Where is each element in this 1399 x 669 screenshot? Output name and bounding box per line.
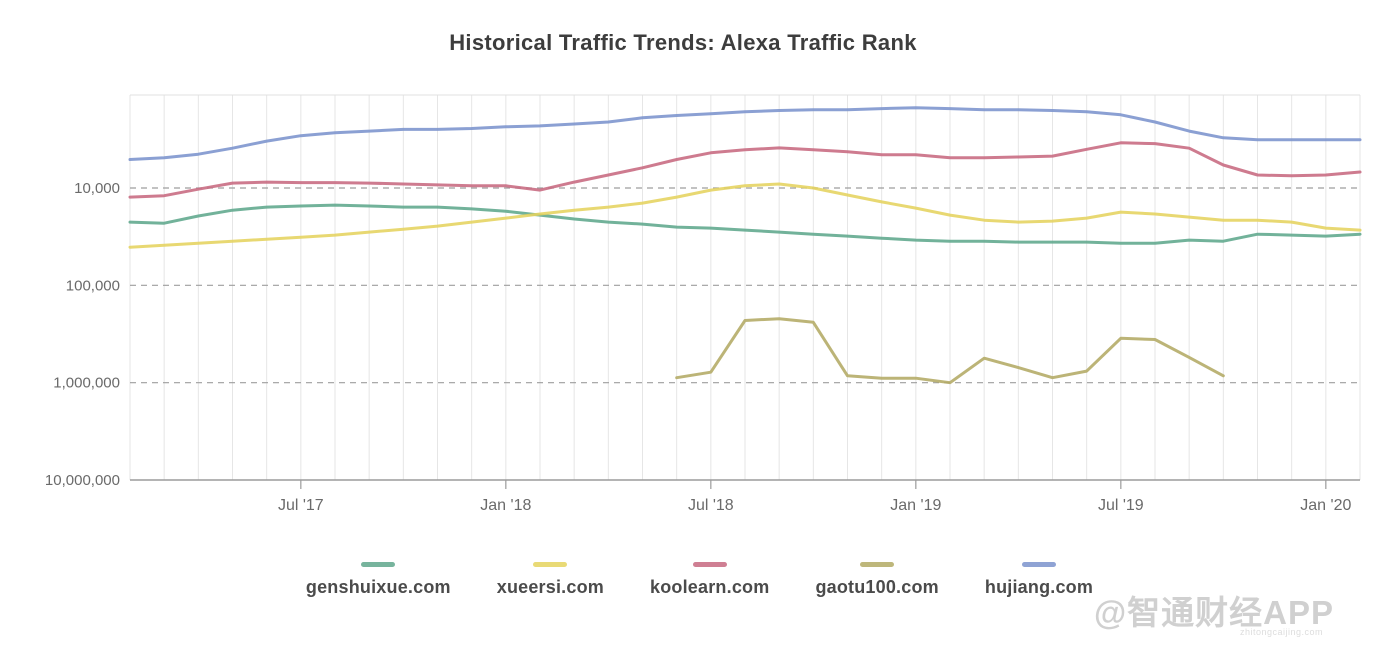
legend-item-hujiang-com: hujiang.com [985,562,1093,598]
legend-swatch-icon [361,562,396,567]
legend-item-xueersi-com: xueersi.com [497,562,604,598]
x-axis-tick-label: Jan '18 [480,497,531,514]
chart-title: Historical Traffic Trends: Alexa Traffic… [449,30,917,55]
y-axis-tick-label: 10,000,000 [45,472,120,489]
y-axis-tick-label: 100,000 [66,277,120,294]
legend-item-genshuixue-com: genshuixue.com [306,562,451,598]
x-axis-tick-label: Jul '17 [278,497,324,514]
series-line-hujiang-com [128,106,1362,161]
legend-swatch-icon [533,562,568,567]
legend-swatch-icon [692,562,727,567]
y-axis-tick-label: 10,000 [74,180,120,197]
series-line-gaotu100-com [675,317,1225,385]
x-axis-tick-label: Jan '20 [1300,497,1351,514]
watermark: @智通财经APP [1094,594,1335,631]
watermark-subtext: zhitongcaijing.com [1240,627,1324,637]
chart-legend: genshuixue.com xueersi.com koolearn.com gao… [0,562,1399,598]
legend-label: genshuixue.com [305,577,451,597]
legend-label: hujiang.com [984,577,1094,597]
x-axis-tick-label: Jul '19 [1098,497,1144,514]
legend-label: xueersi.com [496,577,604,597]
series-line-xueersi-com [128,182,1362,249]
x-axis-tick-label: Jul '18 [688,497,734,514]
y-axis-tick-label: 1,000,000 [53,375,120,392]
x-axis-tick-label: Jan '19 [890,497,941,514]
legend-label: gaotu100.com [815,577,939,597]
series-line-genshuixue-com [128,203,1362,245]
legend-swatch-icon [860,562,895,567]
legend-swatch-icon [1021,562,1056,567]
series-line-koolearn-com [128,141,1362,199]
legend-item-koolearn-com: koolearn.com [650,562,769,598]
legend-item-gaotu100-com: gaotu100.com [815,562,939,598]
legend-label: koolearn.com [650,577,770,597]
